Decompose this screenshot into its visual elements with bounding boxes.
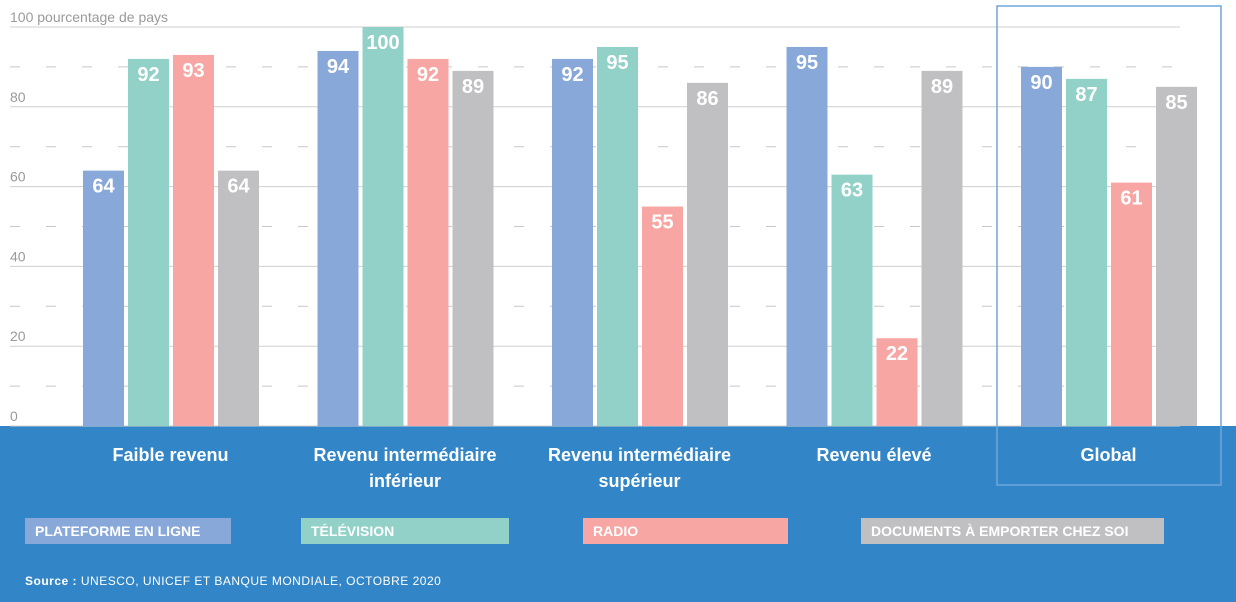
- bar: [407, 58, 449, 427]
- bar: [317, 50, 359, 426]
- bar: [597, 46, 638, 426]
- footer-band: [0, 426, 1236, 602]
- y-tick-label: 60: [10, 169, 26, 185]
- bar: [1021, 66, 1062, 427]
- source-label: Source :: [25, 574, 78, 588]
- bar: [1156, 86, 1197, 426]
- bar: [362, 27, 404, 426]
- y-tick-label: 0: [10, 408, 18, 424]
- value-label: 92: [561, 64, 583, 86]
- bar: [128, 58, 169, 427]
- legend-item: TÉLÉVISION: [301, 518, 509, 544]
- value-label: 64: [92, 176, 115, 198]
- value-label: 55: [651, 212, 673, 234]
- bar: [173, 54, 214, 427]
- x-tick-label: Revenu élevé: [816, 445, 932, 465]
- bar: [921, 70, 963, 426]
- source-text: UNESCO, UNICEF ET BANQUE MONDIALE, OCTOB…: [80, 574, 442, 588]
- source: Source : UNESCO, UNICEF ET BANQUE MONDIA…: [25, 574, 441, 588]
- value-label: 87: [1075, 84, 1097, 106]
- y-tick-label: 40: [10, 248, 26, 264]
- bar: [642, 206, 683, 426]
- value-label: 92: [417, 64, 439, 86]
- value-label: 100: [366, 32, 399, 54]
- value-label: 85: [1165, 92, 1187, 114]
- x-tick-label: Revenu intermédiaire inférieur: [313, 445, 497, 491]
- bar: [1066, 78, 1107, 427]
- bar: [831, 174, 873, 426]
- legend-item: PLATEFORME EN LIGNE: [25, 518, 231, 544]
- x-tick-label: Global: [1080, 445, 1137, 465]
- bar: [876, 338, 918, 426]
- highlight-box: [996, 5, 1222, 486]
- value-label: 89: [462, 76, 484, 98]
- value-label: 95: [796, 52, 818, 74]
- value-label: 63: [841, 180, 863, 202]
- value-label: 64: [227, 176, 250, 198]
- bar: [687, 82, 728, 427]
- bar: [218, 170, 259, 426]
- bar: [786, 46, 828, 426]
- x-tick-label: Faible revenu: [112, 445, 229, 465]
- value-label: 90: [1030, 72, 1052, 94]
- value-label: 94: [327, 56, 350, 78]
- legend-item: RADIO: [583, 518, 788, 544]
- value-label: 95: [606, 52, 628, 74]
- y-tick-label: 80: [10, 89, 26, 105]
- legend-item: DOCUMENTS À EMPORTER CHEZ SOI: [861, 518, 1164, 544]
- value-label: 89: [931, 76, 953, 98]
- bar: [552, 58, 593, 427]
- value-label: 61: [1120, 188, 1142, 210]
- bar: [1111, 182, 1152, 426]
- y-tick-label: 20: [10, 328, 26, 344]
- bar: [452, 70, 494, 426]
- bar: [83, 170, 124, 426]
- x-tick-label: Revenu intermédiaire supérieur: [547, 445, 732, 491]
- value-label: 22: [886, 343, 908, 365]
- y-tick-label: 100 pourcentage de pays: [10, 9, 168, 25]
- value-label: 86: [696, 88, 718, 110]
- value-label: 92: [137, 64, 159, 86]
- value-label: 93: [182, 60, 204, 82]
